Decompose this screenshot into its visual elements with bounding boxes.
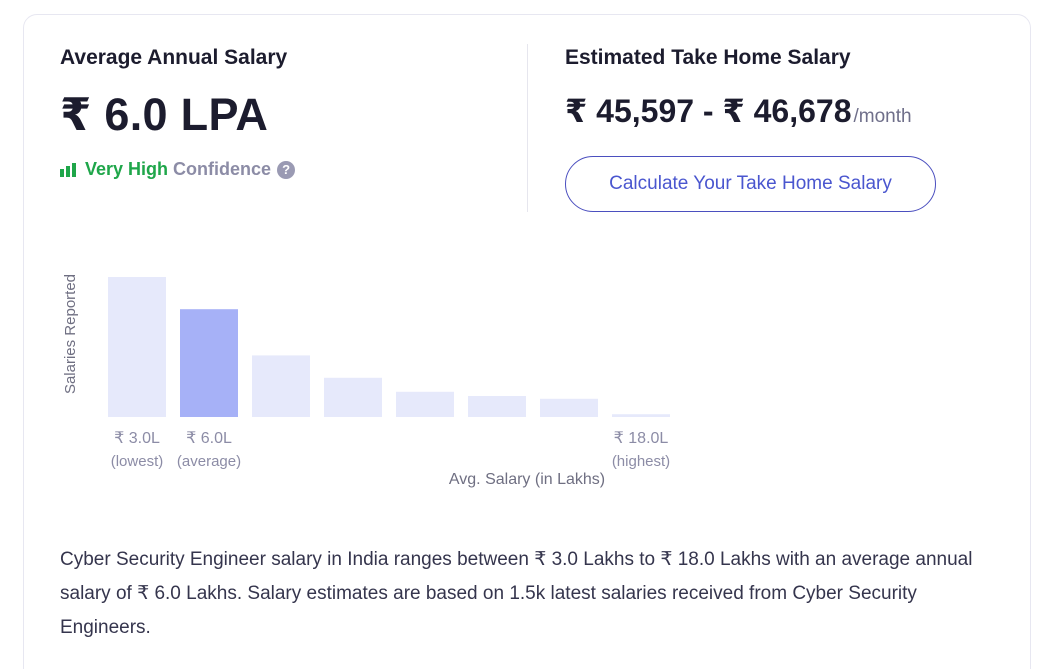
signal-bars-icon — [60, 162, 78, 177]
take-home-title: Estimated Take Home Salary — [565, 46, 851, 69]
salary-description: Cyber Security Engineer salary in India … — [60, 549, 973, 638]
take-home-salary: ₹ 45,597 - ₹ 46,678 /month — [565, 92, 912, 130]
average-salary-title: Average Annual Salary — [60, 46, 288, 69]
section-divider — [527, 44, 528, 212]
calculate-take-home-button[interactable]: Calculate Your Take Home Salary — [565, 156, 936, 212]
question-circle-icon[interactable]: ? — [277, 160, 296, 179]
average-salary-value: ₹ 6.0 LPA — [60, 89, 269, 140]
take-home-unit: /month — [853, 106, 912, 127]
confidence-level: Very High — [85, 159, 169, 179]
confidence-label: Confidence — [173, 159, 272, 179]
confidence-indicator: Very High Confidence ? — [60, 159, 296, 180]
take-home-range: ₹ 45,597 - ₹ 46,678 — [565, 93, 852, 129]
